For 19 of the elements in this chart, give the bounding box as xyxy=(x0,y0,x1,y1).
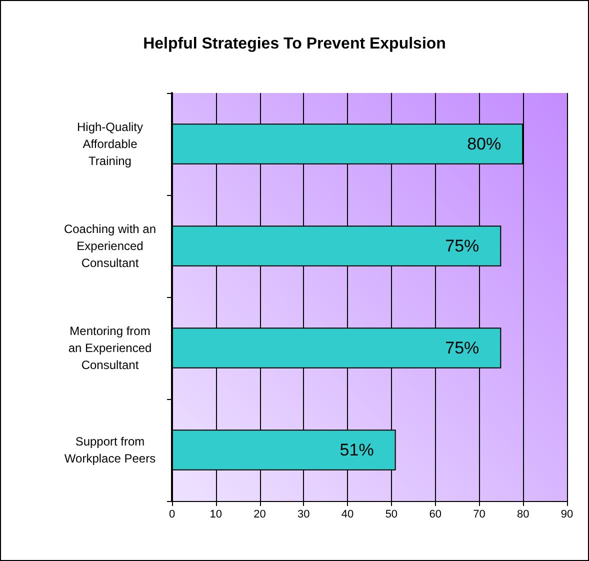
data-label: 51% xyxy=(340,440,374,460)
chart-title: Helpful Strategies To Prevent Expulsion xyxy=(143,36,446,52)
x-tick-label: 90 xyxy=(560,508,574,520)
data-label: 75% xyxy=(445,236,480,256)
y-tick-label: Coaching with an Experienced Consultant xyxy=(64,222,156,270)
data-label: 75% xyxy=(445,338,480,358)
y-tick-label: Support from Workplace Peers xyxy=(64,434,156,466)
x-tick-label: 20 xyxy=(254,508,266,520)
data-label: 80% xyxy=(467,134,502,154)
y-tick-label: High-Quality Affordable Training xyxy=(76,120,144,168)
x-tick-label: 80 xyxy=(516,508,530,520)
x-tick-label: 10 xyxy=(210,508,222,520)
x-tick-label: 40 xyxy=(341,508,354,520)
x-tick-label: 70 xyxy=(473,508,486,520)
x-tick-label: 30 xyxy=(298,508,310,520)
y-tick-label: Mentoring from an Experienced Consultant xyxy=(68,324,152,372)
x-tick-label: 0 xyxy=(168,508,176,520)
x-tick-label: 60 xyxy=(429,508,442,520)
x-tick-label: 50 xyxy=(385,508,398,520)
